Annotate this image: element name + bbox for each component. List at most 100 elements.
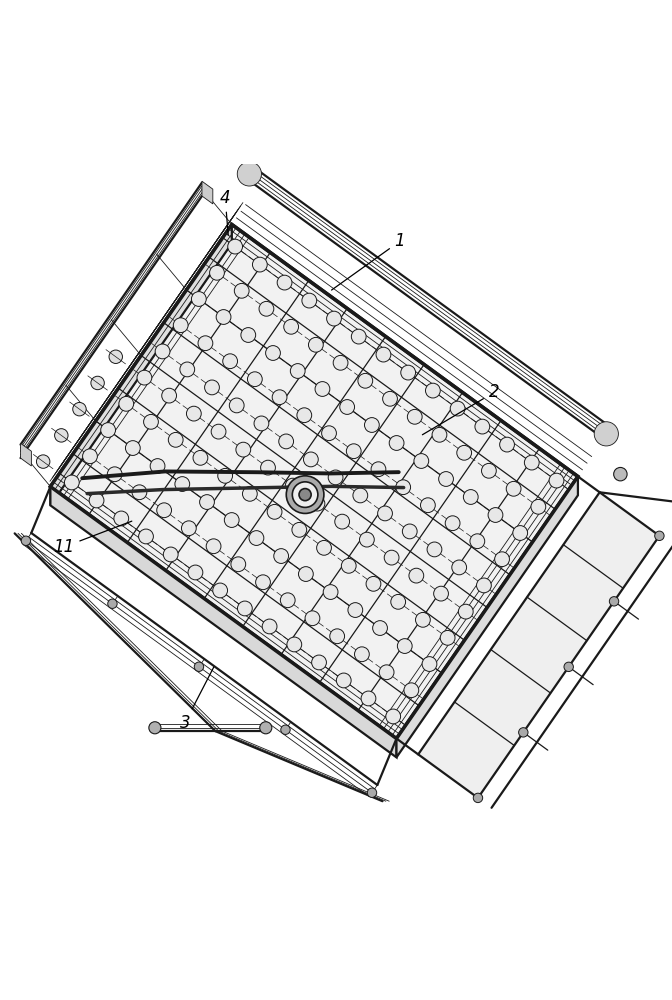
Circle shape [255, 575, 270, 590]
Circle shape [292, 482, 318, 507]
Circle shape [272, 390, 287, 405]
Circle shape [54, 429, 68, 442]
Circle shape [237, 601, 252, 616]
Circle shape [206, 539, 221, 554]
Circle shape [281, 725, 290, 734]
Circle shape [495, 552, 509, 567]
Circle shape [371, 462, 386, 477]
Circle shape [404, 683, 419, 698]
Circle shape [403, 524, 417, 539]
Circle shape [298, 567, 313, 581]
Circle shape [549, 473, 564, 488]
Circle shape [132, 485, 146, 500]
Circle shape [181, 521, 196, 536]
Circle shape [323, 585, 338, 599]
Circle shape [473, 793, 482, 803]
Circle shape [155, 344, 170, 359]
Circle shape [379, 665, 394, 680]
Circle shape [114, 511, 128, 526]
Circle shape [440, 630, 455, 645]
Circle shape [299, 489, 311, 501]
Circle shape [519, 728, 528, 737]
Circle shape [89, 493, 104, 508]
Circle shape [382, 391, 397, 406]
Circle shape [458, 604, 473, 619]
Circle shape [348, 603, 363, 617]
Circle shape [149, 722, 161, 734]
Circle shape [284, 319, 298, 334]
Circle shape [384, 550, 399, 565]
Circle shape [290, 364, 305, 378]
Circle shape [277, 275, 292, 290]
Circle shape [280, 593, 295, 608]
Circle shape [531, 499, 546, 514]
Circle shape [198, 336, 213, 351]
Circle shape [655, 531, 664, 541]
Circle shape [119, 396, 134, 411]
Circle shape [407, 409, 422, 424]
Circle shape [265, 346, 280, 360]
Circle shape [355, 647, 370, 662]
Circle shape [216, 310, 231, 324]
Circle shape [200, 495, 214, 509]
Circle shape [286, 476, 324, 513]
Circle shape [222, 354, 237, 369]
Circle shape [368, 788, 377, 797]
Circle shape [333, 355, 348, 370]
Circle shape [260, 722, 272, 734]
Circle shape [180, 362, 195, 377]
Circle shape [439, 472, 454, 486]
Circle shape [36, 455, 50, 468]
Circle shape [446, 516, 460, 531]
Circle shape [513, 526, 528, 540]
Circle shape [315, 382, 330, 396]
Circle shape [337, 673, 351, 688]
Circle shape [414, 454, 429, 468]
Circle shape [450, 401, 465, 416]
Circle shape [488, 508, 503, 522]
Circle shape [421, 498, 435, 513]
Circle shape [210, 265, 224, 280]
Circle shape [364, 418, 379, 432]
Circle shape [279, 434, 294, 449]
Circle shape [361, 691, 376, 706]
Circle shape [373, 621, 388, 635]
Circle shape [138, 529, 153, 544]
Circle shape [594, 422, 618, 446]
Circle shape [218, 468, 233, 483]
Circle shape [396, 480, 411, 495]
Circle shape [73, 402, 86, 416]
Circle shape [192, 292, 206, 306]
Circle shape [524, 455, 539, 470]
Polygon shape [202, 181, 213, 204]
Circle shape [287, 637, 302, 652]
Text: 2: 2 [423, 383, 499, 435]
Circle shape [83, 449, 97, 464]
Circle shape [346, 444, 361, 459]
Circle shape [415, 612, 430, 627]
Circle shape [304, 452, 319, 467]
Circle shape [211, 424, 226, 439]
Circle shape [228, 239, 243, 254]
Circle shape [163, 547, 178, 562]
Circle shape [91, 376, 104, 390]
Circle shape [500, 437, 515, 452]
Circle shape [475, 419, 490, 434]
Circle shape [241, 328, 255, 342]
Circle shape [259, 301, 274, 316]
Circle shape [305, 611, 320, 626]
Circle shape [328, 470, 343, 485]
Circle shape [427, 542, 442, 557]
Circle shape [401, 365, 415, 380]
Circle shape [213, 583, 228, 598]
Circle shape [358, 373, 373, 388]
Circle shape [157, 503, 171, 518]
Circle shape [204, 380, 219, 395]
Circle shape [188, 565, 203, 580]
Circle shape [108, 467, 122, 482]
Text: 4: 4 [220, 189, 230, 235]
Circle shape [253, 257, 267, 272]
Circle shape [397, 639, 412, 653]
Circle shape [262, 619, 277, 634]
Circle shape [376, 347, 391, 362]
